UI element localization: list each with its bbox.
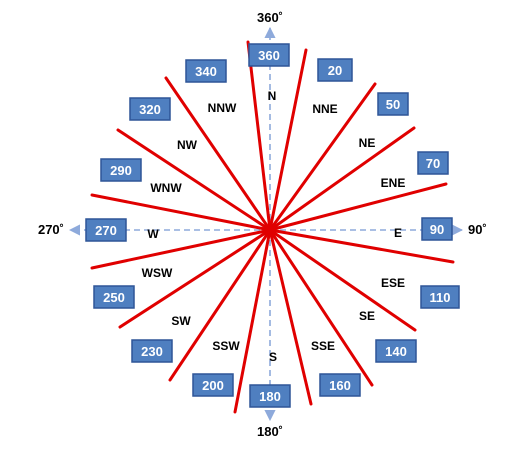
degree-box-290: 290 bbox=[100, 158, 142, 182]
direction-label-s: S bbox=[269, 350, 277, 364]
degree-value: 180 bbox=[259, 389, 281, 404]
sector-ray bbox=[118, 228, 272, 329]
sector-ray bbox=[268, 182, 448, 232]
degree-box-180: 180 bbox=[249, 384, 291, 408]
sector-ray bbox=[268, 228, 313, 406]
degree-box-320: 320 bbox=[129, 97, 171, 121]
sector-ray bbox=[268, 48, 308, 232]
degree-value: 140 bbox=[385, 344, 407, 359]
direction-label-se: SE bbox=[359, 309, 375, 323]
sector-ray bbox=[90, 193, 272, 232]
degree-box-70: 70 bbox=[417, 151, 449, 175]
sector-ray bbox=[268, 126, 416, 232]
sector-ray bbox=[246, 40, 272, 232]
axis-label-bottom: 180˚ bbox=[257, 424, 283, 439]
degree-value: 20 bbox=[328, 63, 342, 78]
direction-label-sw: SW bbox=[171, 314, 191, 328]
sector-ray bbox=[168, 228, 272, 382]
direction-label-sse: SSE bbox=[311, 339, 335, 353]
direction-label-nnw: NNW bbox=[208, 101, 237, 115]
direction-label-nne: NNE bbox=[312, 102, 337, 116]
degree-box-230: 230 bbox=[131, 339, 173, 363]
direction-label-wnw: WNW bbox=[150, 181, 182, 195]
degree-box-50: 50 bbox=[377, 92, 409, 116]
degree-box-360: 360 bbox=[248, 43, 290, 67]
direction-label-ese: ESE bbox=[381, 276, 405, 290]
direction-label-ssw: SSW bbox=[212, 339, 240, 353]
direction-label-e: E bbox=[394, 226, 402, 240]
degree-value: 160 bbox=[329, 378, 351, 393]
sector-ray bbox=[233, 228, 272, 414]
degree-value: 230 bbox=[141, 344, 163, 359]
sector-ray bbox=[164, 76, 272, 232]
sector-ray bbox=[268, 228, 417, 332]
degree-value: 320 bbox=[139, 102, 161, 117]
degree-box-200: 200 bbox=[192, 373, 234, 397]
sector-ray bbox=[268, 228, 455, 264]
direction-label-ne: NE bbox=[359, 136, 376, 150]
direction-label-wsw: WSW bbox=[142, 266, 173, 280]
direction-label-ene: ENE bbox=[381, 176, 406, 190]
degree-box-20: 20 bbox=[317, 58, 353, 82]
axis-label-top: 360˚ bbox=[257, 10, 283, 25]
sector-ray bbox=[268, 82, 377, 232]
direction-label-w: W bbox=[147, 227, 159, 241]
degree-box-250: 250 bbox=[93, 285, 135, 309]
sector-ray bbox=[90, 228, 272, 270]
degree-value: 340 bbox=[195, 64, 217, 79]
degree-value: 110 bbox=[430, 290, 451, 305]
degree-boxes: 360 20 50 70 90 110 140 160 bbox=[85, 43, 460, 408]
sector-rays bbox=[90, 40, 455, 414]
degree-value: 290 bbox=[110, 163, 132, 178]
sector-ray bbox=[268, 228, 374, 387]
degree-box-270: 270 bbox=[85, 218, 127, 242]
axis-label-right: 90˚ bbox=[468, 222, 487, 237]
degree-box-160: 160 bbox=[319, 373, 361, 397]
degree-box-110: 110 bbox=[420, 285, 460, 309]
direction-labels: N NNE NE ENE E ESE SE SSE S SSW SW WSW W… bbox=[142, 89, 406, 364]
direction-label-nw: NW bbox=[177, 138, 198, 152]
degree-box-90: 90 bbox=[421, 217, 453, 241]
degree-value: 70 bbox=[426, 156, 440, 171]
degree-value: 90 bbox=[430, 222, 444, 237]
degree-value: 270 bbox=[95, 223, 117, 238]
degree-value: 50 bbox=[386, 97, 400, 112]
degree-value: 200 bbox=[202, 378, 224, 393]
degree-value: 250 bbox=[103, 290, 125, 305]
degree-box-340: 340 bbox=[185, 59, 227, 83]
degree-value: 360 bbox=[258, 48, 280, 63]
degree-box-140: 140 bbox=[375, 339, 417, 363]
sector-ray bbox=[116, 128, 272, 232]
axis-label-left: 270˚ bbox=[38, 222, 64, 237]
direction-label-n: N bbox=[268, 89, 277, 103]
